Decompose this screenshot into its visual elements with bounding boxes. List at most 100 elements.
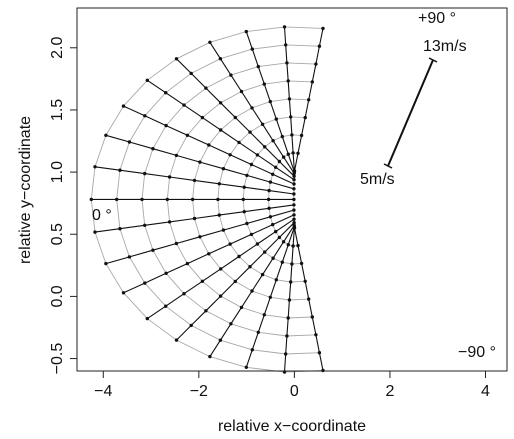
data-points xyxy=(89,25,325,374)
data-point xyxy=(167,175,172,179)
data-point xyxy=(164,304,168,308)
data-point xyxy=(250,106,254,110)
data-point xyxy=(229,73,233,77)
data-point xyxy=(185,261,190,266)
data-point xyxy=(245,221,249,226)
annotation-5ms: 5m/s xyxy=(360,171,395,188)
data-point xyxy=(268,99,272,104)
data-point xyxy=(296,243,300,248)
data-point xyxy=(260,122,265,127)
data-point xyxy=(267,206,271,210)
data-point xyxy=(248,265,252,269)
data-point xyxy=(241,197,245,202)
data-point xyxy=(89,197,94,202)
data-point xyxy=(303,115,307,120)
data-point xyxy=(277,159,282,164)
data-point xyxy=(145,78,149,83)
data-point xyxy=(164,271,168,275)
x-tick-label: −4 xyxy=(94,383,112,400)
data-point xyxy=(245,173,249,178)
data-point xyxy=(292,192,296,196)
data-point xyxy=(291,151,295,155)
data-point xyxy=(250,289,254,293)
data-point xyxy=(208,40,212,44)
annotation-13ms: 13m/s xyxy=(423,38,467,55)
x-tick-label: 4 xyxy=(481,383,490,400)
data-point xyxy=(104,261,108,266)
y-tick-label: 1.5 xyxy=(49,99,66,121)
data-point xyxy=(287,97,292,101)
data-point xyxy=(314,62,318,66)
data-point xyxy=(216,197,220,202)
data-point xyxy=(271,172,275,176)
data-point xyxy=(118,227,122,231)
data-point xyxy=(244,365,248,369)
data-point xyxy=(292,187,296,191)
annotation-zero: 0 ° xyxy=(92,207,112,224)
data-point xyxy=(174,57,179,61)
plot-area xyxy=(89,25,325,374)
data-point xyxy=(219,128,223,132)
data-point xyxy=(286,79,290,83)
data-point xyxy=(182,103,186,107)
data-point xyxy=(274,229,278,234)
data-point xyxy=(239,89,244,94)
annotation-minus-90: −90 ° xyxy=(458,344,496,361)
data-point xyxy=(218,101,223,105)
data-point xyxy=(289,115,293,119)
data-point xyxy=(237,254,241,259)
data-point xyxy=(143,281,147,285)
data-point xyxy=(321,26,325,31)
data-point xyxy=(256,330,260,334)
data-point xyxy=(167,220,172,224)
data-point xyxy=(292,208,296,212)
data-point xyxy=(307,98,311,102)
data-point xyxy=(239,305,244,310)
data-point xyxy=(189,71,193,76)
data-point xyxy=(207,252,211,256)
data-point xyxy=(121,104,126,108)
x-tick-label: −2 xyxy=(190,383,208,400)
data-point xyxy=(256,64,260,69)
data-point xyxy=(286,243,290,247)
data-point xyxy=(271,222,275,227)
data-point xyxy=(164,123,168,128)
data-point xyxy=(143,223,147,227)
data-point xyxy=(192,216,197,221)
data-point xyxy=(244,29,248,34)
data-point xyxy=(317,351,322,355)
x-tick-label: 0 xyxy=(290,383,299,400)
y-tick-label: 0.0 xyxy=(49,285,66,307)
data-point xyxy=(118,168,122,172)
data-point xyxy=(303,279,307,283)
data-point xyxy=(271,139,275,143)
data-point xyxy=(242,185,246,189)
data-point xyxy=(274,278,278,282)
data-point xyxy=(93,230,97,234)
data-point xyxy=(189,323,193,328)
data-point xyxy=(207,143,211,147)
data-point xyxy=(281,240,286,244)
data-point xyxy=(268,180,273,184)
data-point xyxy=(248,130,252,134)
data-point xyxy=(249,232,254,237)
data-point xyxy=(127,140,132,144)
y-tick-label: 0.5 xyxy=(49,223,66,245)
data-point xyxy=(317,44,322,48)
data-point xyxy=(314,333,318,337)
data-point xyxy=(200,279,205,283)
data-point xyxy=(284,43,288,47)
data-point xyxy=(286,316,290,320)
data-point xyxy=(185,133,190,137)
data-point xyxy=(93,165,97,169)
data-point xyxy=(292,213,296,217)
data-point xyxy=(151,147,155,151)
data-point xyxy=(221,167,226,171)
data-point xyxy=(127,255,132,259)
data-point xyxy=(292,197,296,202)
data-point xyxy=(287,298,292,302)
data-point xyxy=(164,91,168,95)
data-point xyxy=(182,292,186,296)
data-point xyxy=(121,291,126,295)
